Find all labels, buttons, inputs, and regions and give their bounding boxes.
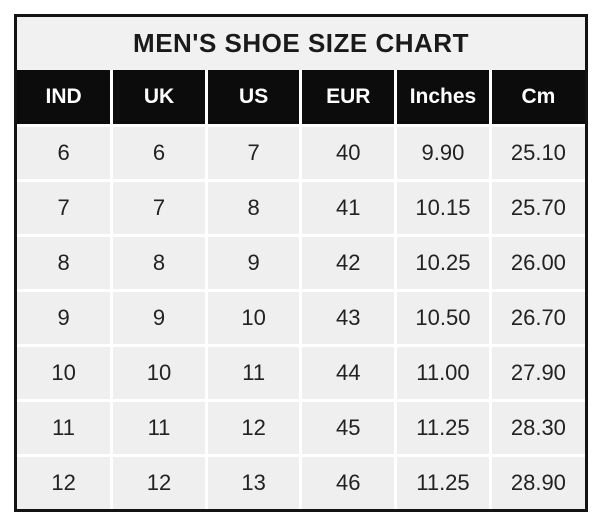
table-header: IND UK US EUR Inches Cm [17,70,585,127]
table-cell: 6 [110,124,208,182]
table-cell: 12 [110,454,208,509]
table-cell: 11 [204,344,303,402]
table-cell: 7 [204,124,303,182]
table-cell: 10 [17,344,114,402]
table-cell: 12 [17,454,114,509]
table-cell: 10 [204,289,303,347]
table-cell: 42 [299,234,398,292]
table-cell: 7 [17,179,114,237]
table-cell: 11 [17,399,114,457]
table-row: 7 7 8 41 10.15 25.70 [17,179,585,237]
table-row: 12 12 13 46 11.25 28.90 [17,454,585,509]
table-cell: 8 [17,234,114,292]
table-row: 9 9 10 43 10.50 26.70 [17,289,585,347]
table-cell: 28.30 [488,399,585,457]
table-cell: 45 [299,399,398,457]
table-body: 6 6 7 40 9.90 25.10 7 7 8 41 10.15 25.70… [17,124,585,509]
table-cell: 8 [110,234,208,292]
table-cell: 9 [204,234,303,292]
table-row: 11 11 12 45 11.25 28.30 [17,399,585,457]
table-cell: 9 [110,289,208,347]
table-cell: 10.15 [394,179,492,237]
column-header-inches: Inches [394,70,492,127]
column-header-us: US [204,70,303,127]
table-cell: 26.70 [488,289,585,347]
table-cell: 11 [110,399,208,457]
column-header-uk: UK [110,70,208,127]
table-cell: 8 [204,179,303,237]
table-cell: 7 [110,179,208,237]
table-cell: 10.25 [394,234,492,292]
table-cell: 26.00 [488,234,585,292]
table-cell: 11.00 [394,344,492,402]
table-cell: 40 [299,124,398,182]
table-cell: 27.90 [488,344,585,402]
table-cell: 46 [299,454,398,509]
table-cell: 25.70 [488,179,585,237]
table-cell: 13 [204,454,303,509]
table-cell: 11.25 [394,399,492,457]
table-cell: 10 [110,344,208,402]
column-header-cm: Cm [488,70,585,127]
column-header-eur: EUR [299,70,398,127]
size-conversion-table: IND UK US EUR Inches Cm 6 6 7 40 9.90 25… [17,70,585,509]
table-cell: 10.50 [394,289,492,347]
header-row: IND UK US EUR Inches Cm [17,70,585,127]
table-row: 10 10 11 44 11.00 27.90 [17,344,585,402]
table-cell: 9.90 [394,124,492,182]
table-cell: 11.25 [394,454,492,509]
table-cell: 12 [204,399,303,457]
table-cell: 44 [299,344,398,402]
table-cell: 43 [299,289,398,347]
table-cell: 41 [299,179,398,237]
chart-title: MEN'S SHOE SIZE CHART [17,17,585,70]
table-cell: 28.90 [488,454,585,509]
table-row: 8 8 9 42 10.25 26.00 [17,234,585,292]
table-row: 6 6 7 40 9.90 25.10 [17,124,585,182]
size-chart-table: MEN'S SHOE SIZE CHART IND UK US EUR Inch… [14,14,588,512]
column-header-ind: IND [17,70,114,127]
table-cell: 9 [17,289,114,347]
table-cell: 6 [17,124,114,182]
table-cell: 25.10 [488,124,585,182]
